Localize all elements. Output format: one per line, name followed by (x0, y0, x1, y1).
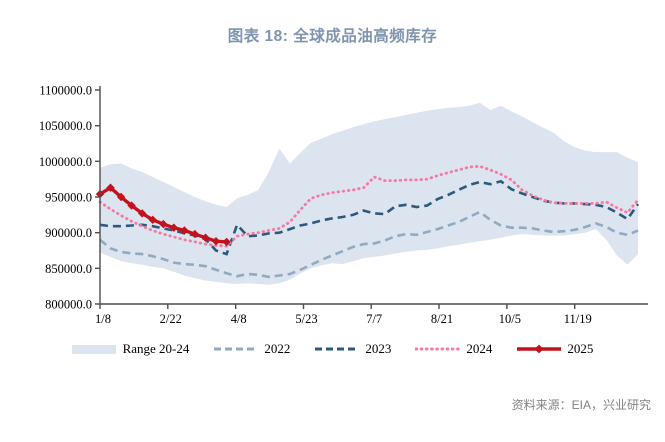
diamond-marker (211, 237, 221, 246)
y-tick-label: 1100000.0 (39, 84, 92, 98)
diamond-marker (106, 183, 115, 192)
legend-item-2024: 2024 (415, 341, 492, 357)
y-tick-label: 850000.0 (45, 262, 92, 276)
diamond-marker (180, 226, 189, 235)
legend: Range 20-24 2022 2023 2024 2025 (0, 341, 665, 357)
legend-label: Range 20-24 (122, 341, 190, 356)
x-tick-label: 5/23 (295, 312, 317, 326)
diamond-marker (138, 209, 147, 218)
chart-svg: 800000.0 850000.0 900000.0 950000.0 1000000.… (39, 84, 648, 326)
x-tick-label: 2/22 (160, 312, 182, 326)
y-tick-label: 900000.0 (45, 226, 92, 240)
range-band (100, 102, 638, 285)
y-tick-label: 1050000.0 (39, 119, 92, 133)
y-tick-label: 800000.0 (45, 298, 92, 312)
source-note: 资料来源：EIA，兴业研究 (511, 398, 651, 412)
diamond-marker (116, 192, 126, 202)
legend-marker (315, 347, 360, 351)
y-tick-label: 1000000.0 (39, 155, 92, 169)
legend-marker (415, 347, 462, 351)
legend-label: 2024 (466, 341, 493, 356)
legend-marker (214, 347, 259, 351)
x-tick-label: 11/19 (564, 312, 592, 326)
legend-marker (517, 344, 562, 354)
series-2022-line (99, 210, 639, 279)
diamond-marker (127, 201, 136, 210)
legend-band-swatch (71, 345, 116, 354)
legend-marker (71, 345, 116, 354)
legend-item-2022: 2022 (213, 341, 290, 357)
x-tick-label: 10/5 (499, 312, 521, 326)
legend-diamond-marker (534, 344, 544, 354)
diamond-marker (159, 219, 168, 229)
x-tick-label: 4/8 (231, 312, 247, 326)
legend-item-Range-20-24: Range 20-24 (71, 341, 190, 357)
diamond-marker (201, 233, 210, 242)
diamond-marker (222, 237, 231, 247)
x-tick-label: 1/8 (95, 312, 111, 326)
y-tick-label: 950000.0 (45, 191, 92, 205)
diamond-marker (148, 215, 157, 224)
chart-title: 图表 18: 全球成品油高频库存 (227, 28, 438, 45)
legend-label: 2023 (365, 341, 392, 356)
x-tick-label: 7/7 (366, 312, 382, 326)
legend-label: 2022 (264, 341, 291, 356)
series-2023-line (99, 179, 640, 256)
series-2024-line (98, 164, 640, 248)
x-tick-label: 8/21 (431, 312, 453, 326)
legend-item-2023: 2023 (314, 341, 391, 357)
diamond-marker (190, 229, 200, 239)
legend-item-2025: 2025 (516, 341, 593, 357)
diamond-marker (169, 223, 178, 232)
legend-label: 2025 (567, 341, 594, 356)
